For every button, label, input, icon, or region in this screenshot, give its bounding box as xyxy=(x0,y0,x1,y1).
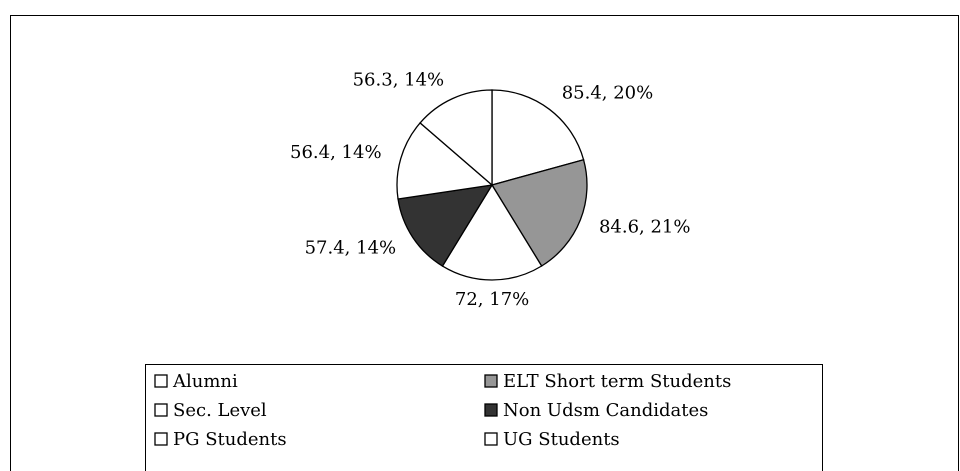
data-label: 72, 17% xyxy=(455,289,529,310)
legend-swatch xyxy=(154,403,168,417)
legend-label: Sec. Level xyxy=(173,400,267,421)
legend-label: UG Students xyxy=(503,429,620,450)
pie-slice xyxy=(419,89,493,187)
pie-slice xyxy=(396,121,494,200)
legend-label: ELT Short term Students xyxy=(503,371,731,392)
pie-slice xyxy=(491,89,585,186)
legend-swatch xyxy=(484,432,498,446)
data-label: 56.4, 14% xyxy=(290,142,382,163)
legend-swatch xyxy=(154,432,168,446)
legend-swatch xyxy=(484,374,498,388)
legend-label: Non Udsm Candidates xyxy=(503,400,708,421)
legend-swatch xyxy=(154,374,168,388)
data-label: 56.3, 14% xyxy=(353,69,445,90)
legend-box xyxy=(145,364,823,471)
legend-label: PG Students xyxy=(173,429,287,450)
pie-slice xyxy=(490,158,588,267)
data-label: 85.4, 20% xyxy=(562,83,654,104)
pie-slice xyxy=(397,184,494,267)
data-label: 57.4, 14% xyxy=(305,238,397,259)
legend-label: Alumni xyxy=(172,371,238,392)
pie-slice xyxy=(441,183,543,281)
legend-swatch xyxy=(484,403,498,417)
data-label: 84.6, 21% xyxy=(599,216,691,237)
